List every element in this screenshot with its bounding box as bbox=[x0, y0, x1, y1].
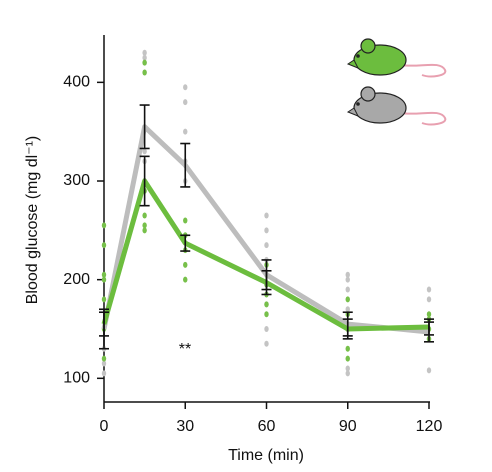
x-tick-label: 90 bbox=[339, 418, 357, 435]
x-tick-label: 0 bbox=[100, 418, 109, 435]
data-dot bbox=[183, 84, 188, 91]
mouse-icon-green bbox=[346, 38, 447, 78]
y-axis-title: Blood glucose (mg dl⁻¹) bbox=[24, 136, 41, 305]
data-dot bbox=[183, 217, 188, 224]
x-tick-label: 60 bbox=[258, 418, 276, 435]
data-dot bbox=[345, 306, 350, 313]
x-tick-label: 120 bbox=[416, 418, 443, 435]
data-dot bbox=[345, 370, 350, 377]
error-bar bbox=[261, 269, 272, 296]
error-bar bbox=[99, 311, 109, 337]
y-tick-label: 300 bbox=[63, 172, 90, 189]
data-dot bbox=[142, 54, 147, 61]
data-dot bbox=[264, 340, 269, 347]
y-tick-label: 100 bbox=[63, 370, 90, 387]
error-bar bbox=[180, 142, 191, 188]
data-dot bbox=[426, 367, 432, 374]
data-dot bbox=[101, 370, 107, 377]
data-dot bbox=[101, 355, 107, 362]
data-dot bbox=[183, 261, 188, 268]
mouse-icon-gray bbox=[346, 86, 447, 126]
error-bar bbox=[139, 155, 150, 207]
error-bar bbox=[180, 234, 191, 252]
data-dot bbox=[345, 296, 350, 303]
data-dot bbox=[101, 222, 107, 229]
data-dot bbox=[183, 128, 188, 135]
data-dot bbox=[345, 365, 350, 372]
data-dot bbox=[426, 286, 432, 293]
data-dot bbox=[345, 355, 350, 362]
data-dot bbox=[142, 49, 147, 56]
error-bar bbox=[342, 318, 353, 340]
data-dot bbox=[142, 69, 147, 76]
data-dot bbox=[345, 271, 350, 278]
data-dot bbox=[101, 296, 107, 303]
y-tick-label: 200 bbox=[63, 271, 90, 288]
data-dot bbox=[264, 301, 269, 308]
data-dot bbox=[264, 311, 269, 318]
data-dot bbox=[142, 227, 147, 234]
data-dot bbox=[101, 271, 107, 278]
data-dot bbox=[264, 325, 269, 332]
data-dot bbox=[142, 212, 147, 219]
data-dot bbox=[142, 148, 147, 155]
x-axis-title: Time (min) bbox=[228, 447, 304, 464]
data-dot bbox=[426, 311, 432, 318]
data-dot bbox=[142, 222, 147, 229]
data-dot bbox=[101, 242, 107, 249]
data-dot bbox=[426, 296, 432, 303]
data-dot bbox=[183, 276, 188, 283]
error-bar bbox=[424, 318, 434, 336]
data-dot bbox=[142, 59, 147, 66]
data-dot bbox=[345, 286, 350, 293]
x-tick-label: 30 bbox=[176, 418, 194, 435]
data-dot bbox=[264, 242, 269, 249]
data-dot bbox=[101, 276, 107, 283]
data-dot bbox=[101, 360, 107, 367]
data-dot bbox=[264, 212, 269, 219]
data-dot bbox=[345, 276, 350, 283]
series-line bbox=[101, 178, 430, 332]
data-dot bbox=[345, 345, 350, 352]
significance: ** bbox=[179, 341, 191, 358]
data-dot bbox=[183, 99, 188, 106]
data-dot bbox=[264, 227, 269, 234]
series-line bbox=[101, 124, 430, 335]
error-bar bbox=[139, 104, 150, 150]
y-tick-label: 400 bbox=[63, 74, 90, 91]
